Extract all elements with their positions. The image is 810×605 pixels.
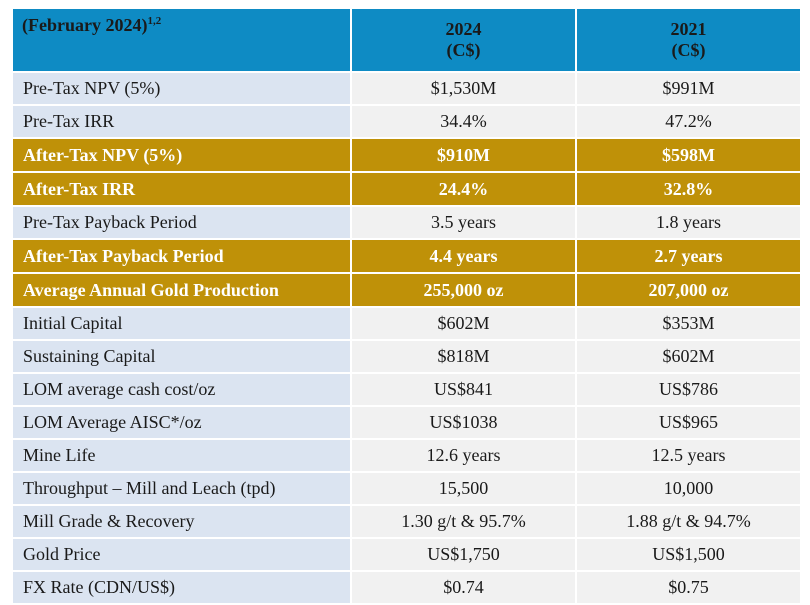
table-row: LOM average cash cost/oz US$841 US$786 [11, 372, 802, 407]
table-row: Mine Life 12.6 years 12.5 years [11, 438, 802, 473]
row-value-2024: 255,000 oz [350, 272, 577, 308]
row-label: FX Rate (CDN/US$) [11, 570, 352, 605]
row-value-2024: $0.74 [350, 570, 577, 605]
row-value-2021: 12.5 years [575, 438, 802, 473]
row-label: Mine Life [11, 438, 352, 473]
row-label: Mill Grade & Recovery [11, 504, 352, 539]
row-label: Throughput – Mill and Leach (tpd) [11, 471, 352, 506]
table-row: After-Tax Payback Period 4.4 years 2.7 yea… [11, 238, 802, 274]
row-value-2021: $0.75 [575, 570, 802, 605]
row-value-2021: 207,000 oz [575, 272, 802, 308]
table-row: After-Tax NPV (5%) $910M $598M [11, 137, 802, 173]
economics-comparison-table: (February 2024)1,2 2024 (C$) 2021 (C$) P… [11, 7, 802, 605]
row-value-2024: $602M [350, 306, 577, 341]
row-value-2021: 10,000 [575, 471, 802, 506]
row-label: Pre-Tax NPV (5%) [11, 71, 352, 106]
table-row: LOM Average AISC*/oz US$1038 US$965 [11, 405, 802, 440]
table-row: Pre-Tax IRR 34.4% 47.2% [11, 104, 802, 139]
header-2021-cell: 2021 (C$) [575, 7, 802, 73]
row-value-2024: 24.4% [350, 171, 577, 207]
table-row: Initial Capital $602M $353M [11, 306, 802, 341]
row-value-2021: 32.8% [575, 171, 802, 207]
table-row: Pre-Tax NPV (5%) $1,530M $991M [11, 71, 802, 106]
row-value-2024: US$1,750 [350, 537, 577, 572]
row-value-2021: 2.7 years [575, 238, 802, 274]
row-value-2021: $991M [575, 71, 802, 106]
table-row: Average Annual Gold Production 255,000 oz… [11, 272, 802, 308]
row-label: LOM Average AISC*/oz [11, 405, 352, 440]
row-label: Initial Capital [11, 306, 352, 341]
row-label: Average Annual Gold Production [11, 272, 352, 308]
row-label: After-Tax IRR [11, 171, 352, 207]
row-value-2021: US$1,500 [575, 537, 802, 572]
header-footnote-marker: 1,2 [147, 15, 162, 27]
row-label: Pre-Tax IRR [11, 104, 352, 139]
table-row: Sustaining Capital $818M $602M [11, 339, 802, 374]
row-value-2021: $353M [575, 306, 802, 341]
header-2024-year: 2024 [445, 19, 482, 40]
row-label: After-Tax NPV (5%) [11, 137, 352, 173]
header-2021-unit: (C$) [671, 40, 706, 60]
table-row: After-Tax IRR 24.4% 32.8% [11, 171, 802, 207]
header-label: (February 2024) [22, 15, 148, 35]
row-value-2021: 47.2% [575, 104, 802, 139]
row-label: LOM average cash cost/oz [11, 372, 352, 407]
row-value-2024: US$841 [350, 372, 577, 407]
header-2024-cell: 2024 (C$) [350, 7, 577, 73]
table-row: Throughput – Mill and Leach (tpd) 15,500 1… [11, 471, 802, 506]
row-value-2024: $818M [350, 339, 577, 374]
row-value-2021: US$965 [575, 405, 802, 440]
row-value-2024: 15,500 [350, 471, 577, 506]
row-value-2021: 1.88 g/t & 94.7% [575, 504, 802, 539]
row-value-2024: 4.4 years [350, 238, 577, 274]
row-label: After-Tax Payback Period [11, 238, 352, 274]
header-2024-unit: (C$) [446, 40, 481, 60]
row-value-2024: 3.5 years [350, 205, 577, 240]
row-value-2024: 1.30 g/t & 95.7% [350, 504, 577, 539]
row-value-2021: 1.8 years [575, 205, 802, 240]
header-2021-year: 2021 [670, 19, 707, 40]
table-body: Pre-Tax NPV (5%) $1,530M $991M Pre-Tax IRR 3… [11, 71, 802, 605]
row-value-2021: US$786 [575, 372, 802, 407]
table-row: Gold Price US$1,750 US$1,500 [11, 537, 802, 572]
table-header-row: (February 2024)1,2 2024 (C$) 2021 (C$) [11, 7, 802, 73]
row-value-2024: $1,530M [350, 71, 577, 106]
row-value-2024: US$1038 [350, 405, 577, 440]
row-value-2024: 34.4% [350, 104, 577, 139]
row-label: Pre-Tax Payback Period [11, 205, 352, 240]
row-value-2021: $598M [575, 137, 802, 173]
table-row: Pre-Tax Payback Period 3.5 years 1.8 years [11, 205, 802, 240]
row-value-2024: $910M [350, 137, 577, 173]
row-value-2024: 12.6 years [350, 438, 577, 473]
row-label: Gold Price [11, 537, 352, 572]
row-label: Sustaining Capital [11, 339, 352, 374]
header-label-cell: (February 2024)1,2 [11, 7, 352, 73]
table-row: FX Rate (CDN/US$) $0.74 $0.75 [11, 570, 802, 605]
table-row: Mill Grade & Recovery 1.30 g/t & 95.7% 1.8… [11, 504, 802, 539]
row-value-2021: $602M [575, 339, 802, 374]
